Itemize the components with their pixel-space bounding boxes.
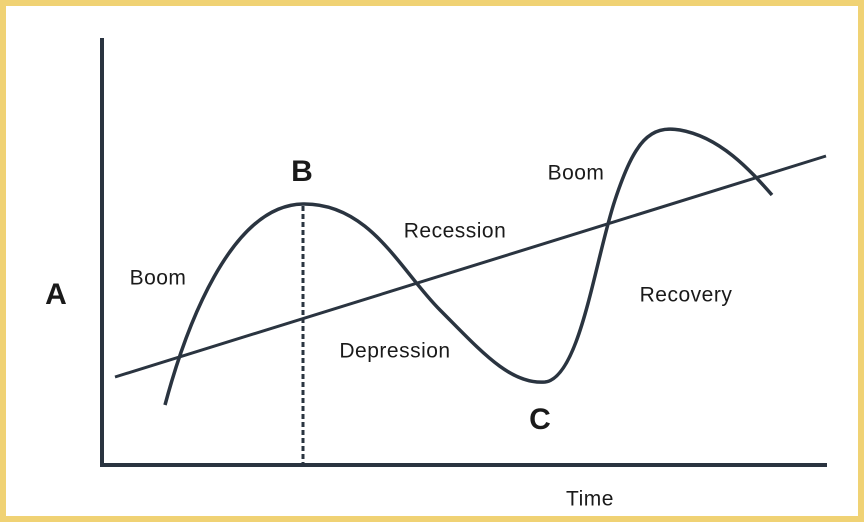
x-axis-label: Time xyxy=(566,488,614,511)
trend-line xyxy=(114,154,827,379)
phase-label: Recession xyxy=(404,220,507,243)
cycle-curve xyxy=(163,127,774,406)
point-label: A xyxy=(45,278,67,311)
phase-label: Recovery xyxy=(640,284,733,307)
point-label: B xyxy=(291,155,313,188)
phase-label: Depression xyxy=(339,340,450,363)
phase-label: Boom xyxy=(548,162,605,185)
point-label: C xyxy=(529,403,551,436)
phase-label: Boom xyxy=(130,267,187,290)
